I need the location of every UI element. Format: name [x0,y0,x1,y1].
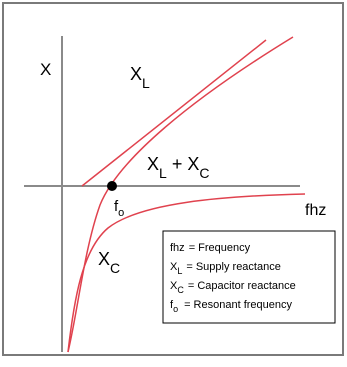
legend-symbol-sub: o [173,304,178,314]
legend-symbol: X [170,261,178,273]
resonance-label-main: f [114,198,119,215]
legend-symbol: f [170,299,174,311]
resonance-label-sub: o [118,207,124,219]
legend-text: = Resonant frequency [184,299,292,311]
xl-label-sub: L [142,75,150,91]
sum-label: XL + XC [147,154,209,181]
resonance-label: fo [114,198,124,219]
sum-label-b: X [187,154,199,174]
xl-plus-xc-curve [67,36,294,353]
legend-symbol-sub: C [177,285,184,295]
legend-item-supply-reactance: XL = Supply reactance [170,261,281,276]
resonance-point [107,181,117,191]
legend-symbol: X [170,280,178,292]
xl-label: XL [130,64,150,91]
legend: fhz = Frequency XL = Supply reactance XC = … [162,230,336,324]
legend-item-frequency: fhz = Frequency [170,242,251,254]
sum-label-a-sub: L [159,165,167,181]
xc-label-main: X [98,249,110,269]
x-axis-label: fhz [305,202,326,219]
legend-item-capacitor-reactance: XC = Capacitor reactance [170,280,296,295]
xl-label-main: X [130,64,142,84]
legend-text: = Capacitor reactance [188,280,296,292]
xc-curve [67,193,306,353]
xc-label: XC [98,249,120,276]
xc-label-sub: C [110,260,120,276]
legend-text: = Supply reactance [186,261,280,273]
legend-symbol: fhz [170,242,185,254]
legend-symbol-sub: L [177,266,182,276]
xl-line [81,39,267,187]
sum-label-a: X [147,154,159,174]
sum-label-b-sub: C [199,165,209,181]
sum-label-op: + [172,154,183,174]
legend-text: = Frequency [189,242,251,254]
y-axis-label: X [40,60,51,79]
legend-box [162,230,336,324]
legend-item-resonant-frequency: fo = Resonant frequency [170,299,293,314]
